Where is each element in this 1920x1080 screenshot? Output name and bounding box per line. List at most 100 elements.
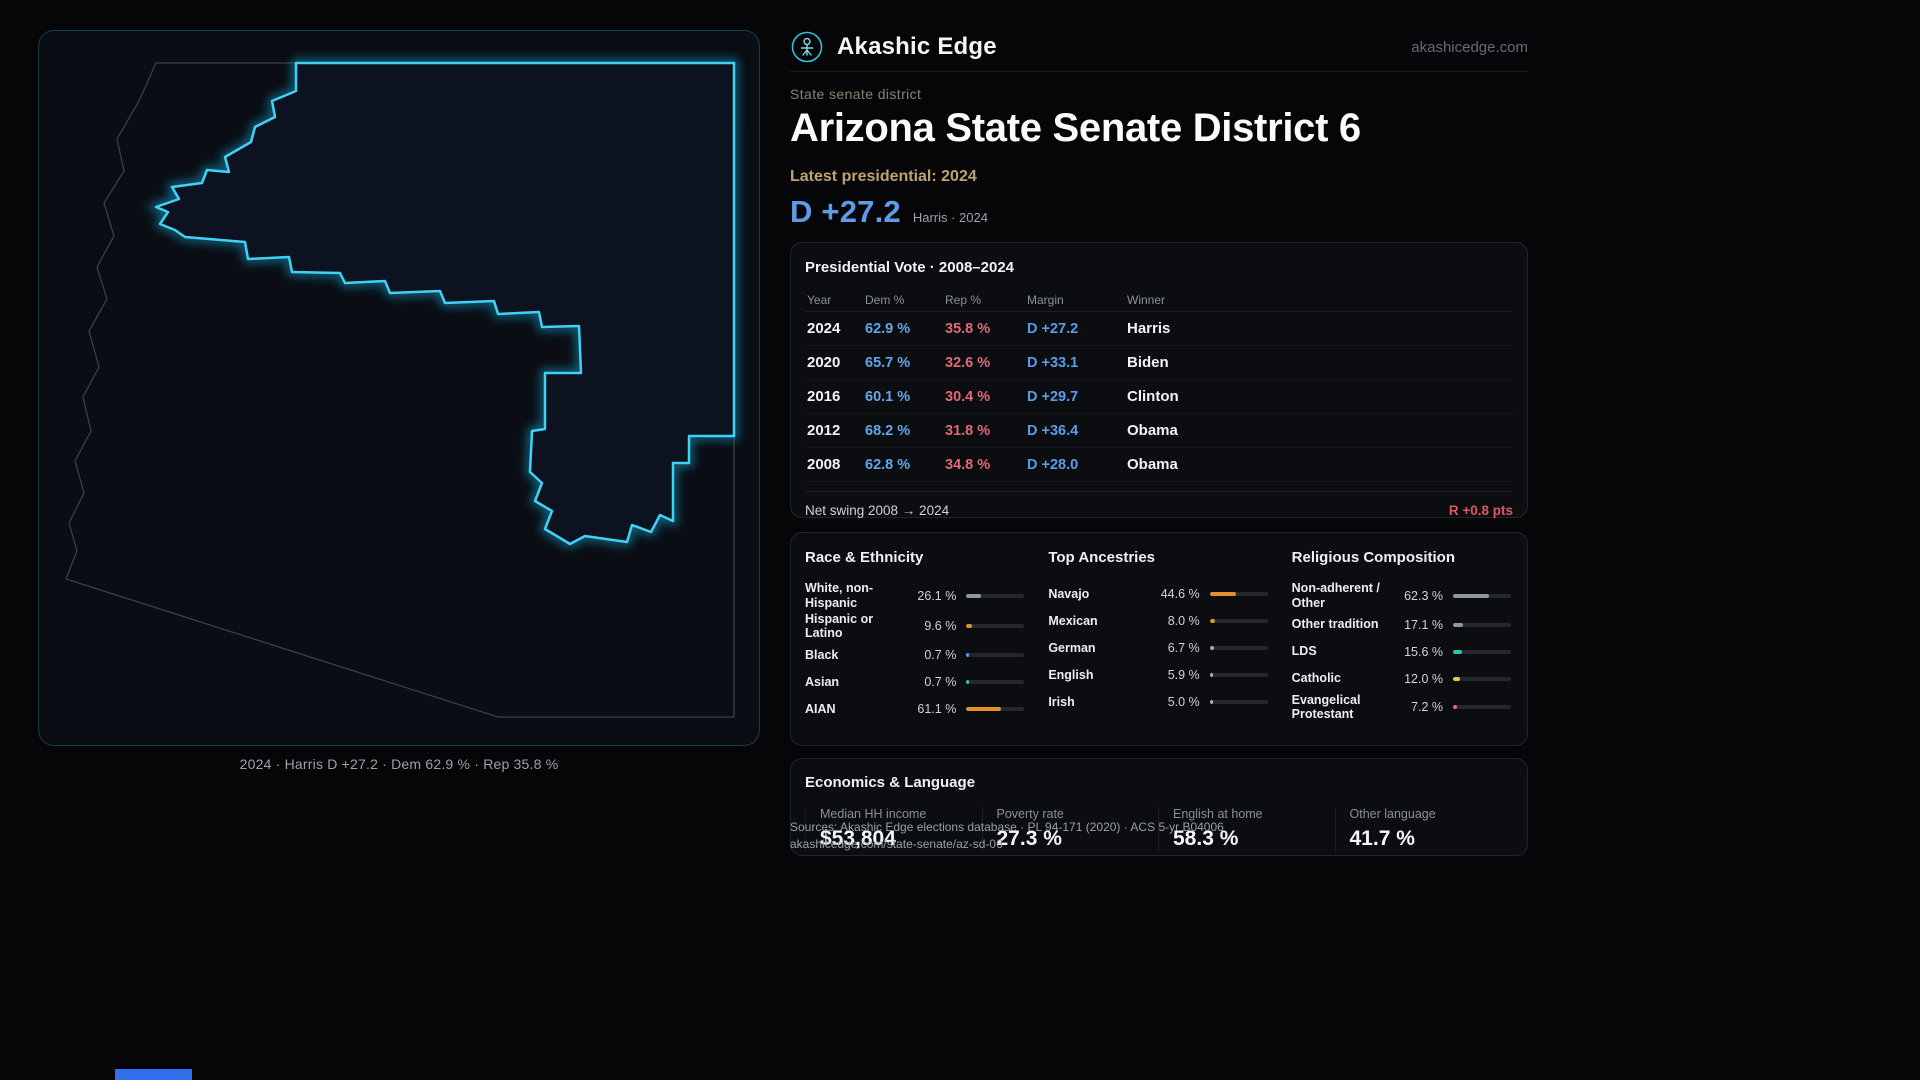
stat-value: 7.2 % xyxy=(1411,700,1443,715)
stat-value: 61.1 % xyxy=(917,702,957,716)
permalink-link[interactable]: akashicedge.com/state-senate/az-sd-06 xyxy=(790,836,1003,851)
stat-label: Black xyxy=(805,647,839,662)
year-cell: 2020 xyxy=(807,354,841,371)
stat-bar xyxy=(966,707,1025,711)
stat-row: Irish 5.0 % xyxy=(1048,689,1268,715)
table-row: 2020 65.7 % 32.6 % D +33.1 Biden xyxy=(805,346,1513,380)
dem-cell: 62.8 % xyxy=(865,456,911,473)
stat-value: 15.6 % xyxy=(1404,644,1443,659)
winner-cell: Obama xyxy=(1127,456,1178,473)
stat-bar xyxy=(1452,649,1511,654)
stat-value: 58.3 % xyxy=(1173,827,1239,850)
stat-bar xyxy=(1452,622,1511,627)
dem-cell: 68.2 % xyxy=(865,422,911,439)
kicker-label: State senate district xyxy=(790,86,922,102)
stat-row: Other tradition 17.1 % xyxy=(1292,612,1511,638)
stat-label: German xyxy=(1048,640,1096,655)
stat-english-at-home: English at home 58.3 % xyxy=(1158,807,1335,851)
arizona-map xyxy=(65,59,738,718)
stat-value: 17.1 % xyxy=(1404,617,1443,632)
year-cell: 2016 xyxy=(807,388,841,405)
stat-label: Hispanic or Latino xyxy=(805,611,874,641)
margin-cell: D +28.0 xyxy=(1027,456,1079,473)
col-rep: Rep % xyxy=(945,292,982,307)
year-cell: 2012 xyxy=(807,422,841,439)
stat-label: Mexican xyxy=(1048,613,1098,628)
stat-row: Hispanic or Latino 9.6 % xyxy=(805,611,1025,642)
stat-row: Mexican 8.0 % xyxy=(1048,608,1268,634)
stat-value: $53,804 xyxy=(820,827,896,850)
margin-cell: D +33.1 xyxy=(1027,354,1079,371)
stat-bar xyxy=(1209,619,1268,623)
stat-label: Poverty rate xyxy=(996,807,1064,821)
winner-cell: Obama xyxy=(1127,422,1178,439)
stat-label: Non-adherent / Other xyxy=(1291,581,1380,610)
stat-bar xyxy=(1209,700,1268,704)
stat-bar xyxy=(966,593,1025,598)
stat-row: Evangelical Protestant 7.2 % xyxy=(1292,693,1511,723)
race-title: Race & Ethnicity xyxy=(805,549,924,566)
stat-bar xyxy=(1452,676,1511,681)
economics-card-title: Economics & Language xyxy=(805,774,976,791)
table-row: 2008 62.8 % 34.8 % D +28.0 Obama xyxy=(805,448,1513,482)
ancestries-title: Top Ancestries xyxy=(1048,549,1156,566)
stat-poverty-rate: Poverty rate 27.3 % xyxy=(981,807,1159,851)
brand-header: Akashic Edge akashicedge.com xyxy=(790,27,1528,67)
stat-label: Evangelical Protestant xyxy=(1291,692,1361,722)
header-divider xyxy=(790,71,1528,72)
brand-name: Akashic Edge xyxy=(837,33,997,60)
year-cell: 2008 xyxy=(807,456,841,473)
stat-label: Catholic xyxy=(1291,671,1341,686)
stat-median-income: Median HH income $53,804 xyxy=(805,807,982,851)
stat-label: LDS xyxy=(1291,644,1317,659)
stat-bar xyxy=(966,624,1025,629)
economics-stats: Median HH income $53,804 Poverty rate 27… xyxy=(805,807,1511,851)
stat-label: Asian xyxy=(805,674,840,689)
stat-label: Other language xyxy=(1349,807,1436,821)
stat-label: English at home xyxy=(1173,807,1263,821)
winner-cell: Clinton xyxy=(1127,388,1179,405)
margin-cell: D +29.7 xyxy=(1027,388,1079,405)
dem-cell: 60.1 % xyxy=(865,388,911,405)
stat-row: German 6.7 % xyxy=(1048,635,1268,661)
bottom-blue-strip xyxy=(115,1069,192,1080)
religion-column: Religious Composition Non-adherent / Oth… xyxy=(1292,549,1511,735)
stat-label: AIAN xyxy=(805,701,836,716)
stat-row: AIAN 61.1 % xyxy=(805,696,1025,722)
stat-value: 27.3 % xyxy=(996,827,1062,850)
stat-label: Navajo xyxy=(1048,586,1090,601)
stat-value: 9.6 % xyxy=(924,619,957,634)
col-year: Year xyxy=(807,292,832,307)
table-header: Year Dem % Rep % Margin Winner xyxy=(805,288,1513,312)
stat-row: Non-adherent / Other 62.3 % xyxy=(1292,581,1511,611)
presidential-vote-card: Presidential Vote · 2008–2024 Year Dem %… xyxy=(790,242,1528,518)
rep-cell: 31.8 % xyxy=(945,422,991,439)
table-row: 2024 62.9 % 35.8 % D +27.2 Harris xyxy=(805,312,1513,346)
net-swing-row: Net swing 2008 → 2024 R +0.8 pts xyxy=(805,491,1513,518)
stat-label: English xyxy=(1048,667,1094,682)
stat-value: 41.7 % xyxy=(1349,827,1415,850)
demographics-card: Race & Ethnicity White, non-Hispanic 26.… xyxy=(790,532,1528,746)
content-column: Akashic Edge akashicedge.com State senat… xyxy=(790,0,1528,1080)
headline-margin-caption: Harris · 2024 xyxy=(912,210,988,225)
dem-cell: 65.7 % xyxy=(865,354,911,371)
map-caption: 2024 · Harris D +27.2 · Dem 62.9 % · Rep… xyxy=(239,756,559,772)
stat-bar xyxy=(1209,673,1268,677)
ancestries-column: Top Ancestries Navajo 44.6 % Mexican 8.0… xyxy=(1048,549,1268,735)
rep-cell: 34.8 % xyxy=(945,456,991,473)
stat-row: English 5.9 % xyxy=(1048,662,1268,688)
stat-row: Asian 0.7 % xyxy=(805,669,1025,695)
stat-value: 5.0 % xyxy=(1167,695,1200,709)
rep-cell: 32.6 % xyxy=(945,354,991,371)
stat-bar xyxy=(1452,705,1511,710)
stat-other-language: Other language 41.7 % xyxy=(1334,807,1512,851)
stat-bar xyxy=(966,680,1025,684)
stat-value: 6.7 % xyxy=(1167,641,1200,655)
col-dem: Dem % xyxy=(865,292,905,307)
akashic-edge-logo-icon[interactable] xyxy=(790,30,824,64)
brand-domain-link[interactable]: akashicedge.com xyxy=(1411,38,1528,56)
district-map-panel xyxy=(38,30,760,746)
stat-value: 0.7 % xyxy=(924,648,957,662)
stat-bar xyxy=(1452,593,1511,598)
